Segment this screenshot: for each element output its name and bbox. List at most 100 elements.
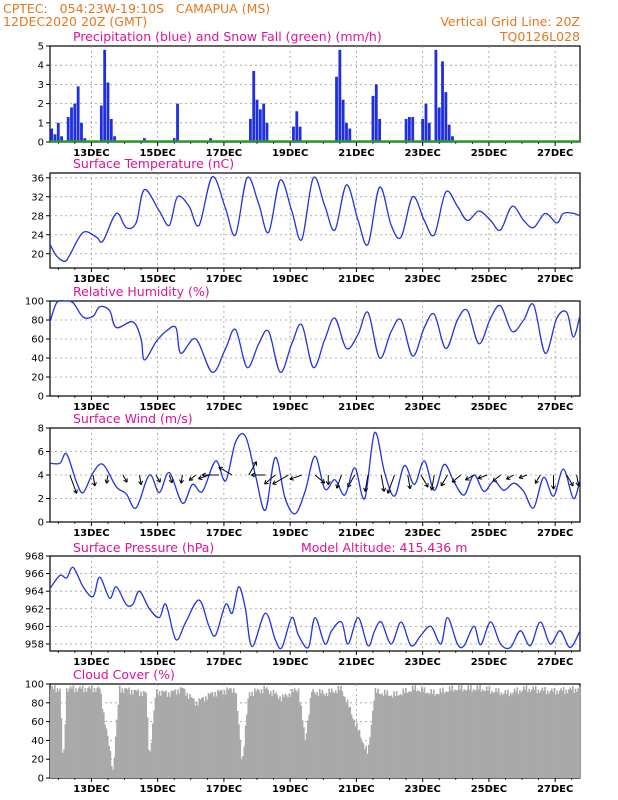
precip-bar [73, 103, 77, 142]
cloud-bar [118, 685, 121, 778]
cloud-bar [211, 691, 214, 778]
temperature-xtick-label: 21DEC [338, 274, 374, 285]
cloud-bar [536, 693, 538, 778]
cloud-bar [206, 700, 208, 778]
cloud-bar [149, 751, 151, 778]
cloud-bar [320, 693, 322, 778]
cloud-bar [57, 691, 60, 778]
cloud-bar [500, 692, 503, 778]
cloud-bar [375, 692, 378, 778]
cloud-xtick-label: 19DEC [272, 784, 308, 795]
pressure-frame [49, 555, 581, 652]
precip-bar [292, 126, 295, 142]
header-station: CPTEC: 054:23W-19:10S CAMAPUA (MS) [3, 1, 270, 16]
cloud-bar [322, 693, 325, 778]
cloud-bar [240, 759, 243, 778]
cloud-bar [447, 691, 450, 778]
cloud-bar [345, 703, 348, 778]
cloud-bar [140, 691, 142, 778]
cloud-bar [427, 693, 430, 778]
cloud-bar [442, 687, 444, 778]
cloud-bar [360, 737, 362, 778]
cloud-bar [142, 691, 145, 778]
pressure-xtick-label: 19DEC [272, 657, 308, 668]
cloud-bar [69, 686, 72, 778]
panel-precipitation: 0 1 2 3 4 5 13DEC 15DEC 17DEC 19DEC 21DEC 23DEC 25DE… [38, 42, 581, 159]
cloud-bar [219, 690, 222, 778]
precip-bar [172, 138, 176, 142]
cloud-bar [511, 694, 513, 778]
cloud-bar [104, 724, 106, 778]
cloud-bar [291, 688, 293, 778]
wind-vector-head [451, 478, 457, 483]
cloud-bar [385, 694, 387, 778]
cloud-bar [236, 710, 239, 778]
cloud-bar [247, 698, 250, 778]
cloud-bar [504, 689, 507, 778]
panel-pressure-title: Surface Pressure (hPa) [73, 540, 214, 555]
cloud-bar [133, 689, 136, 778]
cloud-bar [516, 687, 519, 778]
cloud-bar [226, 687, 228, 778]
wind-vector-head [104, 479, 110, 484]
cloud-bar [279, 696, 281, 778]
cloud-bar [178, 693, 181, 778]
cloud-bar [409, 691, 411, 778]
cloud-bar [68, 688, 71, 778]
cloud-bar [138, 696, 141, 778]
wind-vector-head [424, 483, 429, 488]
cloud-bar [548, 693, 550, 778]
wind-vector-head [179, 479, 185, 484]
cloud-bar [424, 693, 427, 778]
humidity-ytick-label: 80 [31, 316, 44, 327]
wind-vector [272, 474, 289, 485]
cloud-bar [569, 687, 572, 778]
precip-bar [437, 107, 441, 142]
precip-bar [295, 111, 299, 142]
pressure-ytick-label: 966 [25, 569, 44, 580]
cloud-bar [411, 685, 414, 778]
wind-vector [218, 466, 233, 476]
cloud-bar [423, 687, 426, 778]
cloud-bar [419, 692, 422, 778]
wind-vector-head [569, 481, 574, 487]
cloud-bar [436, 693, 439, 778]
cloud-bar [156, 689, 158, 778]
cloud-bar [454, 689, 456, 778]
humidity-ytick-label: 20 [31, 373, 44, 384]
precip-bar [50, 128, 54, 142]
cloud-bar [96, 687, 98, 778]
cloud-bar [305, 733, 308, 778]
wind-vector [380, 474, 385, 492]
cloud-bar [193, 698, 195, 778]
humidity-ytick-label: 0 [38, 392, 44, 403]
cloud-bar [523, 686, 525, 778]
wind-vector-head [386, 489, 392, 494]
cloud-bar [460, 684, 463, 778]
precip-bar [338, 49, 342, 143]
cloud-bar [275, 692, 277, 778]
humidity-xtick-label: 15DEC [139, 402, 175, 413]
cloud-bar [353, 720, 356, 778]
cloud-bar [307, 720, 309, 778]
precip-bar [262, 103, 266, 142]
panel-cloud-title: Cloud Cover (%) [73, 667, 175, 682]
wind-vector [566, 474, 574, 487]
panel-humidity-title: Relative Humidity (%) [73, 284, 210, 299]
wind-vector-head [73, 489, 78, 494]
cloud-bar [72, 685, 75, 778]
wind-ytick-label: 0 [38, 518, 44, 529]
cloud-bar [432, 689, 435, 778]
cloud-bar [553, 687, 556, 778]
cloud-bar [153, 710, 155, 778]
wind-xtick-label: 25DEC [471, 528, 507, 539]
cloud-bar [549, 691, 552, 778]
cloud-bar [187, 698, 190, 778]
cloud-bar [356, 722, 358, 778]
humidity-frame [49, 300, 581, 397]
cloud-bar [209, 694, 211, 778]
temperature-ytick-label: 36 [31, 173, 44, 184]
cloud-bar [371, 710, 374, 778]
cloud-bar [463, 689, 466, 778]
wind-xtick-label: 15DEC [139, 528, 175, 539]
